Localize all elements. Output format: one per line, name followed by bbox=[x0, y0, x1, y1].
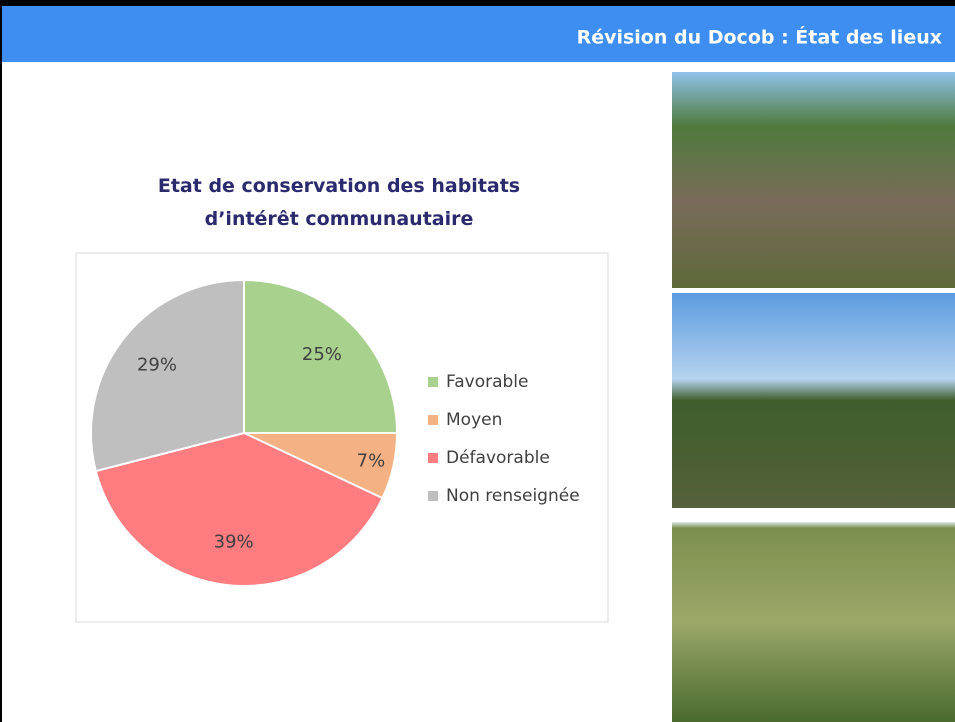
data-label: 25% bbox=[302, 344, 342, 365]
slide: Révision du Docob : État des lieux Etat … bbox=[0, 0, 955, 722]
photo bbox=[672, 293, 955, 508]
legend-label: Favorable bbox=[446, 372, 528, 392]
data-label: 29% bbox=[137, 354, 177, 375]
legend-swatch bbox=[428, 453, 438, 463]
legend-label: Moyen bbox=[446, 410, 502, 430]
chart: Révision du Docob : État des lieux Etat … bbox=[0, 0, 955, 722]
legend-swatch bbox=[428, 377, 438, 387]
legend-swatch bbox=[428, 491, 438, 501]
photo bbox=[672, 72, 955, 288]
data-label: 7% bbox=[357, 450, 386, 471]
photo bbox=[672, 522, 955, 722]
header-title: Révision du Docob : État des lieux bbox=[577, 26, 942, 49]
legend-label: Défavorable bbox=[446, 448, 550, 468]
legend-label: Non renseignée bbox=[446, 486, 580, 506]
data-label: 39% bbox=[214, 532, 254, 553]
legend-swatch bbox=[428, 415, 438, 425]
